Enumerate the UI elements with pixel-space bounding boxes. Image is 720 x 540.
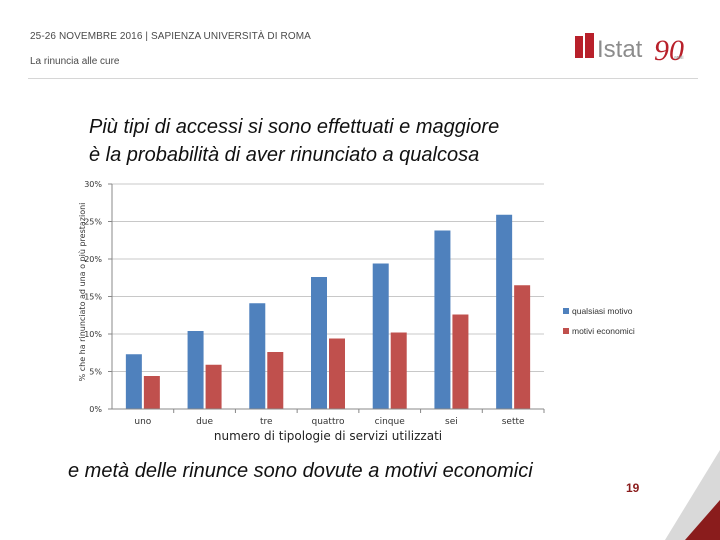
x-axis-label: numero di tipologie di servizi utilizzat…	[214, 429, 442, 443]
legend-swatch-red	[563, 328, 569, 334]
legend-swatch-blue	[563, 308, 569, 314]
bar-economici-tre	[267, 352, 284, 409]
section-subtitle: La rinuncia alle cure	[30, 56, 120, 67]
bar-qualsiasi-uno	[125, 354, 142, 409]
logo-mark-left	[575, 36, 583, 58]
bar-qualsiasi-cinque	[372, 263, 389, 409]
x-tick-label: uno	[134, 417, 151, 427]
corner-decoration	[665, 450, 720, 540]
bar-economici-uno	[143, 376, 160, 409]
bar-economici-due	[205, 364, 222, 409]
y-tick-label: 0%	[89, 405, 102, 414]
title-line-1: Più tipi di accessi si sono effettuati e…	[89, 116, 500, 138]
legend-label-economici: motivi economici	[572, 326, 635, 336]
slide-title: Più tipi di accessi si sono effettuati e…	[89, 113, 609, 169]
y-tick-label: 25%	[84, 218, 102, 227]
bar-economici-sei	[452, 314, 469, 409]
y-tick-label: 30%	[84, 180, 102, 189]
x-tick-label: tre	[260, 417, 273, 427]
legend-item-qualsiasi: qualsiasi motivo	[563, 301, 635, 321]
header-divider	[28, 78, 698, 79]
y-tick-label: 10%	[84, 330, 102, 339]
x-tick-label: due	[196, 417, 213, 427]
page-number: 19	[626, 481, 640, 495]
bar-qualsiasi-tre	[249, 303, 266, 409]
y-axis-label: % che ha rinunciato ad una o più prestaz…	[78, 203, 87, 382]
legend-item-economici: motivi economici	[563, 321, 635, 341]
istat-logo: Istat 90 anni	[575, 33, 684, 67]
x-tick-label: sette	[502, 417, 525, 427]
logo-mark-right	[585, 33, 594, 58]
logo-anniversary: 90	[654, 34, 684, 67]
bar-economici-cinque	[390, 332, 407, 409]
bar-economici-sette	[514, 285, 531, 409]
bar-qualsiasi-due	[187, 331, 204, 409]
legend-label-qualsiasi: qualsiasi motivo	[572, 306, 633, 316]
y-tick-label: 20%	[84, 255, 102, 264]
bar-qualsiasi-sei	[434, 230, 451, 409]
y-tick-label: 15%	[84, 293, 102, 302]
event-header: 25-26 NOVEMBRE 2016 | SAPIENZA UNIVERSIT…	[30, 31, 311, 42]
bar-qualsiasi-quattro	[311, 277, 327, 409]
x-tick-label: quattro	[312, 417, 345, 427]
logo-anni: anni	[674, 55, 683, 61]
y-tick-label: 5%	[89, 368, 102, 377]
logo-text: Istat	[597, 36, 643, 63]
x-tick-label: sei	[445, 417, 458, 427]
x-tick-label: cinque	[375, 417, 406, 427]
chart-legend: qualsiasi motivo motivi economici	[563, 301, 635, 341]
title-line-2: è la probabilità di aver rinunciato a qu…	[89, 144, 480, 166]
bar-qualsiasi-sette	[496, 214, 513, 409]
bar-economici-quattro	[329, 338, 345, 409]
bottom-caption: e metà delle rinunce sono dovute a motiv…	[68, 460, 533, 482]
